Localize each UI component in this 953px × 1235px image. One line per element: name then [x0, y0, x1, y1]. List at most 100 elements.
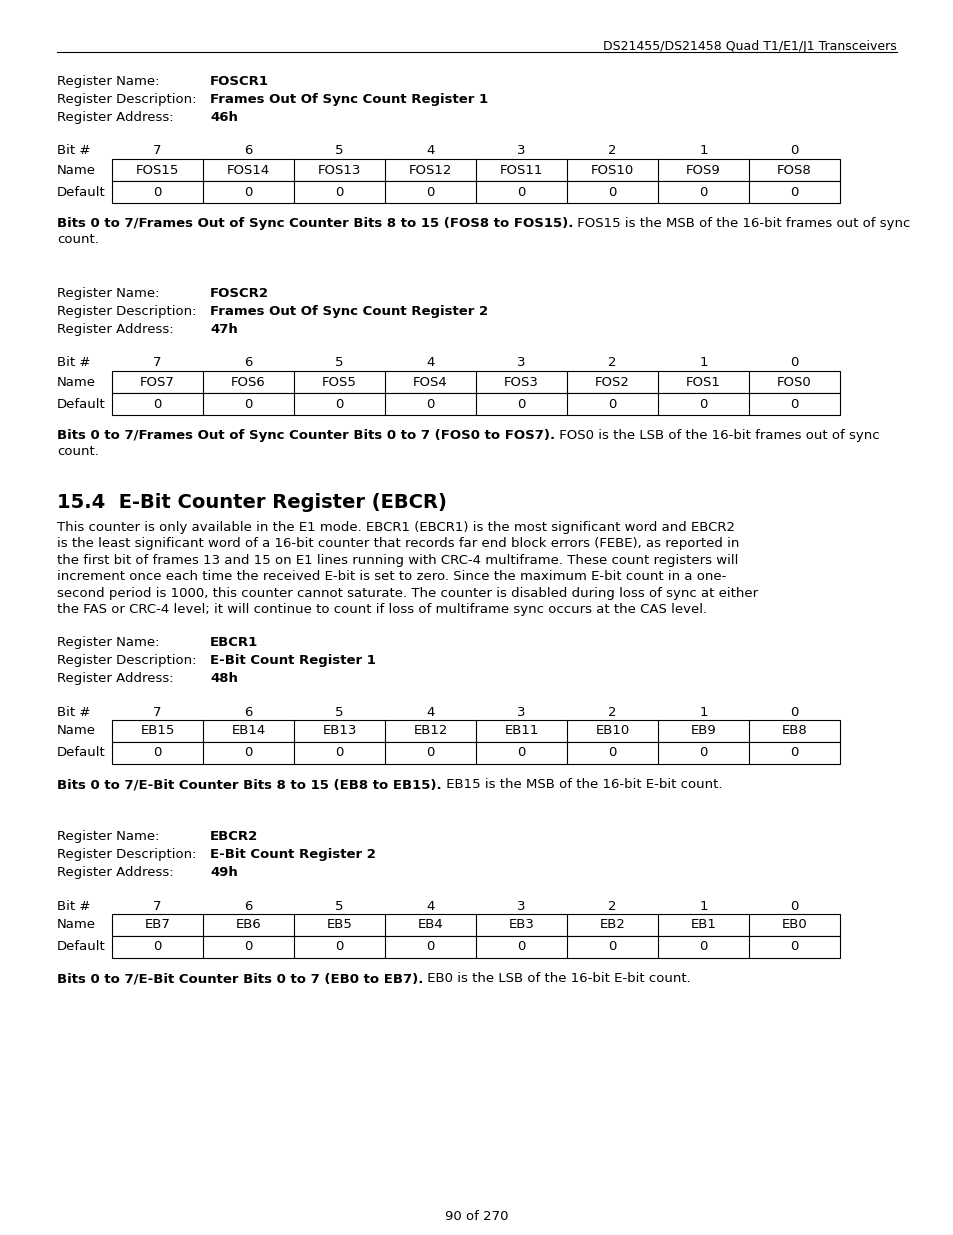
Text: 15.4  E-Bit Counter Register (EBCR): 15.4 E-Bit Counter Register (EBCR): [57, 493, 446, 513]
Text: Bit #: Bit #: [57, 705, 91, 719]
Text: FOS14: FOS14: [227, 163, 270, 177]
Text: 2: 2: [608, 357, 616, 369]
Text: EB10: EB10: [595, 725, 629, 737]
Text: 0: 0: [789, 705, 798, 719]
Text: 6: 6: [244, 144, 253, 158]
Text: FOSCR1: FOSCR1: [210, 75, 269, 88]
Text: second period is 1000, this counter cannot saturate. The counter is disabled dur: second period is 1000, this counter cann…: [57, 587, 758, 600]
Text: DS21455/DS21458 Quad T1/E1/J1 Transceivers: DS21455/DS21458 Quad T1/E1/J1 Transceive…: [602, 40, 896, 53]
Text: 0: 0: [153, 185, 161, 199]
Text: E-Bit Count Register 1: E-Bit Count Register 1: [210, 655, 375, 667]
Text: EBCR2: EBCR2: [210, 830, 258, 844]
Text: Bits 0 to 7/Frames Out of Sync Counter Bits 8 to 15 (FOS8 to FOS15).: Bits 0 to 7/Frames Out of Sync Counter B…: [57, 217, 573, 230]
Bar: [112, 159, 840, 182]
Text: EB9: EB9: [690, 725, 716, 737]
Text: 1: 1: [699, 357, 707, 369]
Text: 0: 0: [608, 185, 616, 199]
Text: 6: 6: [244, 357, 253, 369]
Text: Register Name:: Register Name:: [57, 287, 159, 300]
Text: EBCR1: EBCR1: [210, 636, 258, 650]
Text: FOS9: FOS9: [685, 163, 720, 177]
Text: Default: Default: [57, 941, 106, 953]
Text: 1: 1: [699, 144, 707, 158]
Text: EB2: EB2: [598, 919, 625, 931]
Text: Name: Name: [57, 375, 96, 389]
Bar: [112, 182, 840, 203]
Text: Register Address:: Register Address:: [57, 672, 173, 685]
Text: Register Description:: Register Description:: [57, 93, 196, 106]
Text: 0: 0: [699, 746, 707, 760]
Text: 0: 0: [335, 941, 343, 953]
Text: EB14: EB14: [232, 725, 265, 737]
Text: Frames Out Of Sync Count Register 2: Frames Out Of Sync Count Register 2: [210, 305, 488, 317]
Text: Register Name:: Register Name:: [57, 75, 159, 88]
Text: 6: 6: [244, 705, 253, 719]
Text: Default: Default: [57, 185, 106, 199]
Text: 48h: 48h: [210, 672, 237, 685]
Text: 0: 0: [789, 144, 798, 158]
Text: Register Name:: Register Name:: [57, 636, 159, 650]
Text: 0: 0: [608, 746, 616, 760]
Text: EB13: EB13: [322, 725, 356, 737]
Text: 3: 3: [517, 357, 525, 369]
Text: increment once each time the received E-bit is set to zero. Since the maximum E-: increment once each time the received E-…: [57, 571, 725, 583]
Text: 4: 4: [426, 357, 435, 369]
Text: 0: 0: [789, 357, 798, 369]
Text: EB1: EB1: [690, 919, 716, 931]
Text: Default: Default: [57, 746, 106, 760]
Text: EB11: EB11: [504, 725, 538, 737]
Text: 4: 4: [426, 899, 435, 913]
Text: 0: 0: [244, 941, 253, 953]
Text: EB15: EB15: [140, 725, 174, 737]
Text: count.: count.: [57, 233, 99, 246]
Text: Name: Name: [57, 163, 96, 177]
Text: 0: 0: [699, 398, 707, 410]
Text: 0: 0: [789, 899, 798, 913]
Text: 0: 0: [608, 398, 616, 410]
Text: 0: 0: [426, 941, 435, 953]
Text: 49h: 49h: [210, 866, 237, 879]
Text: 0: 0: [789, 398, 798, 410]
Text: 6: 6: [244, 899, 253, 913]
Text: Bits 0 to 7/E-Bit Counter Bits 0 to 7 (EB0 to EB7).: Bits 0 to 7/E-Bit Counter Bits 0 to 7 (E…: [57, 972, 423, 986]
Text: FOS15 is the MSB of the 16-bit frames out of sync: FOS15 is the MSB of the 16-bit frames ou…: [573, 217, 910, 230]
Text: 0: 0: [699, 185, 707, 199]
Text: count.: count.: [57, 445, 99, 458]
Text: 0: 0: [789, 746, 798, 760]
Text: FOS3: FOS3: [503, 375, 538, 389]
Text: FOS0 is the LSB of the 16-bit frames out of sync: FOS0 is the LSB of the 16-bit frames out…: [555, 429, 879, 442]
Text: 3: 3: [517, 144, 525, 158]
Text: FOS7: FOS7: [140, 375, 174, 389]
Text: 0: 0: [608, 941, 616, 953]
Text: Bit #: Bit #: [57, 144, 91, 158]
Text: FOS10: FOS10: [590, 163, 634, 177]
Text: EB6: EB6: [235, 919, 261, 931]
Text: Bit #: Bit #: [57, 899, 91, 913]
Text: 0: 0: [517, 746, 525, 760]
Text: FOS8: FOS8: [777, 163, 811, 177]
Text: 5: 5: [335, 144, 343, 158]
Text: FOSCR2: FOSCR2: [210, 287, 269, 300]
Text: FOS1: FOS1: [685, 375, 720, 389]
Text: EB3: EB3: [508, 919, 534, 931]
Text: Register Description:: Register Description:: [57, 305, 196, 317]
Text: EB0: EB0: [781, 919, 806, 931]
Text: 2: 2: [608, 899, 616, 913]
Text: is the least significant word of a 16-bit counter that records far end block err: is the least significant word of a 16-bi…: [57, 537, 739, 551]
Text: 4: 4: [426, 705, 435, 719]
Bar: [112, 936, 840, 958]
Text: Bits 0 to 7/Frames Out of Sync Counter Bits 0 to 7 (FOS0 to FOS7).: Bits 0 to 7/Frames Out of Sync Counter B…: [57, 429, 555, 442]
Text: FOS5: FOS5: [322, 375, 356, 389]
Text: FOS11: FOS11: [499, 163, 542, 177]
Text: the FAS or CRC-4 level; it will continue to count if loss of multiframe sync occ: the FAS or CRC-4 level; it will continue…: [57, 604, 706, 616]
Text: E-Bit Count Register 2: E-Bit Count Register 2: [210, 848, 375, 861]
Text: 4: 4: [426, 144, 435, 158]
Text: FOS12: FOS12: [409, 163, 452, 177]
Text: 0: 0: [153, 746, 161, 760]
Text: Register Description:: Register Description:: [57, 848, 196, 861]
Text: 0: 0: [153, 398, 161, 410]
Text: EB5: EB5: [326, 919, 352, 931]
Text: 0: 0: [789, 941, 798, 953]
Text: 0: 0: [244, 398, 253, 410]
Bar: [112, 720, 840, 742]
